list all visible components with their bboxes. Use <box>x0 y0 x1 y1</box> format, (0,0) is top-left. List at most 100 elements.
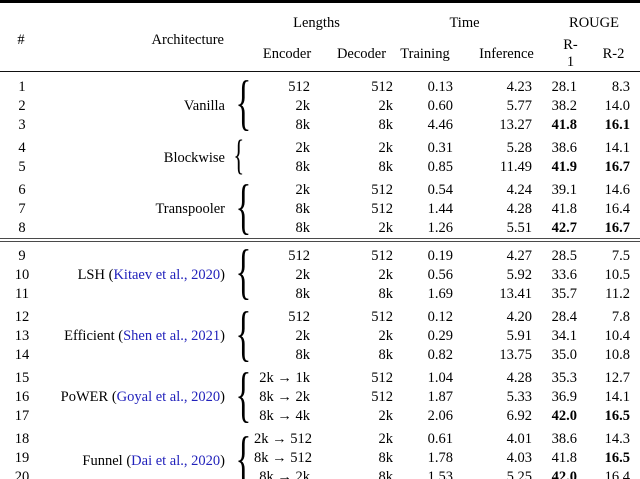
training-time: 1.53 <box>427 469 453 479</box>
inference-time: 5.77 <box>506 98 532 114</box>
encoder-length: 8k <box>295 117 311 133</box>
inference-time: 13.75 <box>499 347 532 363</box>
header-architecture: Architecture <box>151 32 224 48</box>
training-time: 0.13 <box>427 79 453 95</box>
header-r1: R-1 <box>563 37 578 70</box>
training-time: 1.04 <box>427 370 453 386</box>
encoder-length: 8k <box>295 220 311 236</box>
encoder-length: 2k <box>295 328 311 344</box>
rouge-1-score: 41.9 <box>551 159 577 175</box>
decoder-length: 8k <box>378 159 394 175</box>
rouge-2-score: 7.8 <box>611 309 631 325</box>
group-brace: { <box>233 131 245 179</box>
table-row: 5 8k 8k 0.85 11.49 41.9 16.7 <box>0 158 640 177</box>
rouge-1-score: 38.2 <box>551 98 577 114</box>
training-time: 0.82 <box>427 347 453 363</box>
table-row: 3 8k 8k 4.46 13.27 41.8 16.1 <box>0 116 640 135</box>
table-row: 2 2k 2k 0.60 5.77 38.2 14.0 <box>0 97 640 116</box>
row-number: 5 <box>18 159 26 175</box>
training-time: 0.19 <box>395 238 455 266</box>
inference-time: 5.92 <box>506 267 532 283</box>
decoder-length: 2k <box>378 220 394 236</box>
rouge-2-score: 10.8 <box>604 347 631 363</box>
rouge-2-score: 16.1 <box>604 117 631 133</box>
table-body: 1 Vanilla{512 512 0.13 4.23 28.1 8.3 2 2k 2k 0.60 5… <box>0 72 640 479</box>
architecture-label: Blockwise <box>163 149 225 166</box>
row-number: 10 <box>14 267 30 283</box>
decoder-length: 512 <box>371 201 393 217</box>
row-number: 17 <box>14 408 30 424</box>
inference-time: 4.24 <box>506 182 532 198</box>
decoder-length: 512 <box>371 389 393 405</box>
table-row: 10 2k 2k 0.56 5.92 33.6 10.5 <box>0 266 640 285</box>
row-number: 3 <box>18 117 26 133</box>
rouge-2-score: 14.1 <box>604 140 631 156</box>
header-rouge: ROUGE <box>569 15 619 31</box>
rouge-1-score: 28.5 <box>534 238 579 266</box>
row-number: 19 <box>14 450 30 466</box>
rouge-1-score: 38.6 <box>551 431 577 447</box>
row-number: 18 <box>14 431 30 447</box>
inference-time: 5.25 <box>506 469 532 479</box>
encoder-length: 8k <box>295 201 311 217</box>
decoder-length: 2k <box>378 328 394 344</box>
citation-link[interactable]: Kitaev et al., 2020 <box>113 267 221 283</box>
rouge-2-score: 10.5 <box>604 267 631 283</box>
decoder-length: 8k <box>378 450 394 466</box>
training-time: 0.29 <box>427 328 453 344</box>
brace-cell: { <box>228 238 254 306</box>
encoder-length: 2k → 512 <box>254 431 312 447</box>
rouge-2-score: 14.6 <box>604 182 631 198</box>
rouge-2-score: 7.5 <box>579 238 640 266</box>
table-row: 14 8k 8k 0.82 13.75 35.0 10.8 <box>0 346 640 365</box>
group-brace: { <box>235 238 252 306</box>
header-decoder: Decoder <box>336 45 387 62</box>
decoder-length: 8k <box>378 469 394 479</box>
row-number: 11 <box>15 286 29 302</box>
brace-cell: { <box>228 176 254 240</box>
header-training: Training <box>400 45 450 62</box>
rouge-2-score: 12.7 <box>604 370 631 386</box>
training-time: 1.78 <box>427 450 453 466</box>
table-row: 15 PoWER (Goyal et al., 2020){2k → 1k 512 1… <box>0 364 640 425</box>
training-time: 0.12 <box>427 309 453 325</box>
header-inference: Inference <box>479 45 534 62</box>
rouge-2-score: 10.4 <box>604 328 631 344</box>
architecture-label: Transpooler <box>155 201 225 217</box>
citation-link[interactable]: Shen et al., 2021 <box>123 328 221 344</box>
header-r2: R-2 <box>602 45 625 62</box>
table-row: 16 8k → 2k 512 1.87 5.33 36.9 14.1 <box>0 388 640 407</box>
row-number: 1 <box>18 79 26 95</box>
table-row: 11 8k 8k 1.69 13.41 35.7 11.2 <box>0 285 640 304</box>
decoder-length: 2k <box>378 98 394 114</box>
group-brace: { <box>235 68 252 136</box>
training-time: 2.06 <box>427 408 453 424</box>
row-number: 20 <box>14 469 30 479</box>
rouge-2-score: 16.7 <box>604 159 631 175</box>
row-number: 15 <box>14 370 30 386</box>
table-row: 4 Blockwise {2k 2k 0.31 5.28 38.6 14.1 <box>0 134 640 176</box>
table-row: 13 2k 2k 0.29 5.91 34.1 10.4 <box>0 327 640 346</box>
encoder-length: 2k <box>295 182 311 198</box>
rouge-1-score: 28.4 <box>551 309 577 325</box>
inference-time: 11.49 <box>499 159 532 175</box>
citation-link[interactable]: Goyal et al., 2020 <box>116 389 221 405</box>
architecture-label: PoWER (Goyal et al., 2020) <box>60 389 225 405</box>
row-number: 14 <box>14 347 30 363</box>
encoder-length: 8k <box>295 159 311 175</box>
training-time: 0.61 <box>427 431 453 447</box>
row-number: 12 <box>14 309 30 325</box>
header-time: Time <box>449 15 480 31</box>
rouge-1-score: 35.7 <box>551 286 577 302</box>
rouge-1-score: 41.8 <box>551 201 577 217</box>
citation-link[interactable]: Dai et al., 2020 <box>131 453 221 469</box>
rouge-2-score: 16.4 <box>604 201 631 217</box>
decoder-length: 2k <box>378 267 394 283</box>
table-row: 8 8k 2k 1.26 5.51 42.7 16.7 <box>0 219 640 240</box>
training-time: 1.69 <box>427 286 453 302</box>
decoder-length: 512 <box>371 182 393 198</box>
training-time: 1.26 <box>427 220 453 236</box>
encoder-length: 2k <box>295 140 311 156</box>
header-brace-spacer <box>228 2 254 72</box>
row-number: 2 <box>18 98 26 114</box>
